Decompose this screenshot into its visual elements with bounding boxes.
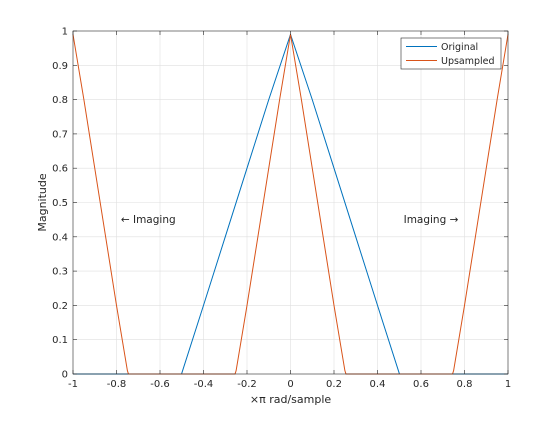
x-tick-label: -0.6 xyxy=(150,379,170,390)
y-tick-label: 0.9 xyxy=(52,61,68,72)
x-tick-label: -0.8 xyxy=(107,379,127,390)
legend: Original Upsampled xyxy=(400,37,502,70)
x-tick-label: 0.4 xyxy=(370,379,386,390)
y-tick-label: 0.4 xyxy=(52,232,68,243)
y-tick-label: 0.7 xyxy=(52,129,68,140)
y-tick-label: 0.1 xyxy=(52,335,68,346)
legend-label-original: Original xyxy=(441,42,478,53)
series-line-upsampled xyxy=(72,33,509,375)
x-tick-label: 1 xyxy=(505,379,511,390)
y-tick-label: 0.2 xyxy=(52,301,68,312)
y-tick-label: 1 xyxy=(62,27,68,38)
y-tick-label: 0.6 xyxy=(52,164,68,175)
x-tick-label: -0.4 xyxy=(194,379,214,390)
y-tick-label: 0.3 xyxy=(52,267,68,278)
x-tick-label: -0.2 xyxy=(237,379,257,390)
x-tick-label: 0.6 xyxy=(413,379,429,390)
x-tick-label: 0.2 xyxy=(326,379,342,390)
annotation-text: Imaging → xyxy=(404,214,459,226)
annotation-text: ← Imaging xyxy=(121,214,176,226)
y-tick-label: 0.5 xyxy=(52,198,68,209)
ticks: -1 -0.8 -0.6 -0.4 -0.2 0 0.2 0.4 0.6 0.8 1 0 0.1 0.2 0… xyxy=(52,27,511,391)
x-axis-label: ×π rad/sample xyxy=(250,393,332,406)
x-tick-label: -1 xyxy=(68,379,78,390)
grid xyxy=(73,31,508,374)
x-tick-label: 0.8 xyxy=(457,379,473,390)
y-tick-label: 0.8 xyxy=(52,95,68,106)
legend-label-upsampled: Upsampled xyxy=(441,56,495,67)
annotations: ← Imaging Imaging → xyxy=(121,214,459,226)
legend-box xyxy=(400,37,502,70)
y-axis-label: Magnitude xyxy=(36,173,49,232)
y-tick-label: 0 xyxy=(62,370,68,381)
x-tick-label: 0 xyxy=(287,379,293,390)
